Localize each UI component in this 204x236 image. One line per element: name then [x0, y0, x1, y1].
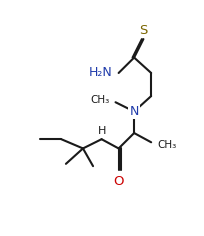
Text: O: O — [113, 175, 123, 188]
Text: H₂N: H₂N — [88, 67, 112, 80]
Text: CH₃: CH₃ — [157, 139, 176, 150]
Text: N: N — [129, 105, 138, 118]
Text: CH₃: CH₃ — [90, 95, 109, 105]
Text: S: S — [139, 24, 147, 37]
Text: H: H — [97, 126, 105, 136]
